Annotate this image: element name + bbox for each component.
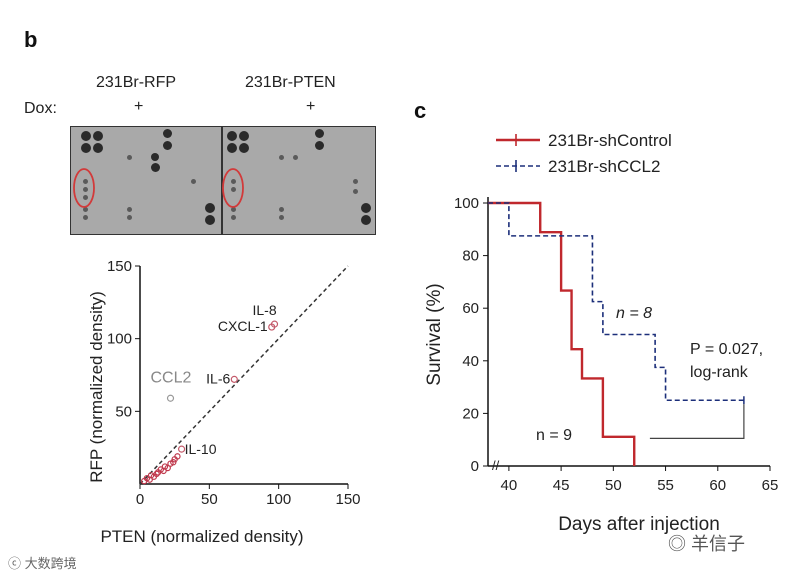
scatter-label-cxcl-1: CXCL-1: [218, 318, 268, 334]
panel-b-letter: b: [24, 27, 38, 52]
condition-label-pten: 231Br-PTEN: [245, 74, 336, 91]
km-legend-label-shccl2: 231Br-shCCL2: [548, 157, 660, 176]
scatter-x-tick-label: 50: [201, 491, 218, 508]
dox-label: Dox:: [24, 100, 57, 117]
km-test-name: log-rank: [690, 364, 749, 381]
ccl2-highlight-pten: [222, 168, 244, 208]
watermark-logo-icon: ⓒ: [8, 556, 25, 571]
km-axis-break: //: [492, 458, 500, 473]
scatter-point-ccl2: [166, 394, 175, 402]
scatter-point: [164, 464, 171, 472]
scatter-point: [174, 453, 181, 460]
ccl2-highlight-rfp: [73, 168, 95, 208]
scatter-label-il-6: IL-6: [206, 370, 230, 386]
km-x-tick-label: 60: [709, 477, 726, 494]
km-n-label-shccl2: n = 8: [616, 305, 652, 322]
scatter-x-axis-label: PTEN (normalized density): [100, 527, 303, 546]
scatter-x-tick-label: 150: [335, 491, 360, 508]
scatter-x-tick-label: 0: [136, 491, 144, 508]
wechat-icon: ◎: [668, 534, 692, 554]
scatter-y-axis-label: RFP (normalized density): [87, 291, 106, 482]
km-x-tick-label: 40: [501, 477, 518, 494]
km-x-tick-label: 55: [657, 477, 674, 494]
km-y-tick-label: 20: [462, 405, 479, 422]
km-y-axis-label: Survival (%): [424, 283, 445, 385]
km-n-label-shcontrol: n = 9: [536, 427, 572, 444]
scatter-label-il-10: IL-10: [185, 441, 217, 457]
dox-sign-rfp: +: [134, 98, 144, 115]
scatter-point-il-10: [178, 445, 186, 453]
scatter-x-tick-label: 100: [266, 491, 291, 508]
scatter-label-ccl2: CCL2: [151, 369, 192, 386]
km-comparison-bracket: [649, 404, 745, 439]
km-series-shccl2: [488, 202, 744, 402]
watermark-right-text: 羊信子: [691, 534, 746, 554]
scatter-point-il-6: [230, 375, 238, 383]
dox-sign-pten: +: [306, 98, 316, 115]
km-y-tick-label: 100: [454, 195, 479, 212]
scatter-y-tick-label: 150: [107, 258, 132, 275]
condition-label-rfp: 231Br-RFP: [96, 74, 177, 91]
scatter-point: [153, 470, 160, 478]
km-x-tick-label: 50: [605, 477, 622, 494]
watermark-left: ⓒ 大数跨境: [8, 553, 77, 572]
km-series-shcontrol: [488, 201, 636, 466]
km-y-tick-label: 60: [462, 300, 479, 317]
km-p-value: P = 0.027,: [690, 341, 763, 358]
scatter-y-tick-label: 50: [115, 403, 132, 420]
panel-c-letter: c: [414, 98, 427, 123]
blot-panel-pten: [222, 126, 376, 235]
scatter-y-tick-label: 100: [107, 331, 132, 348]
km-y-tick-label: 40: [462, 353, 479, 370]
scatter-label-il-8: IL-8: [253, 302, 277, 318]
km-y-tick-label: 0: [471, 458, 479, 475]
blot-panel-rfp: [70, 126, 222, 235]
watermark-left-text: 大数跨境: [24, 556, 77, 571]
scatter-diagonal-line: [139, 265, 349, 485]
km-legend-label-shcontrol: 231Br-shControl: [548, 131, 672, 150]
km-y-tick-label: 80: [462, 248, 479, 265]
watermark-right: ◎ 羊信子: [668, 530, 745, 556]
scatter-point-cxcl-1: [268, 323, 276, 331]
km-x-tick-label: 45: [553, 477, 570, 494]
km-x-tick-label: 65: [762, 477, 779, 494]
km-x-axis-label: Days after injection: [558, 514, 720, 535]
